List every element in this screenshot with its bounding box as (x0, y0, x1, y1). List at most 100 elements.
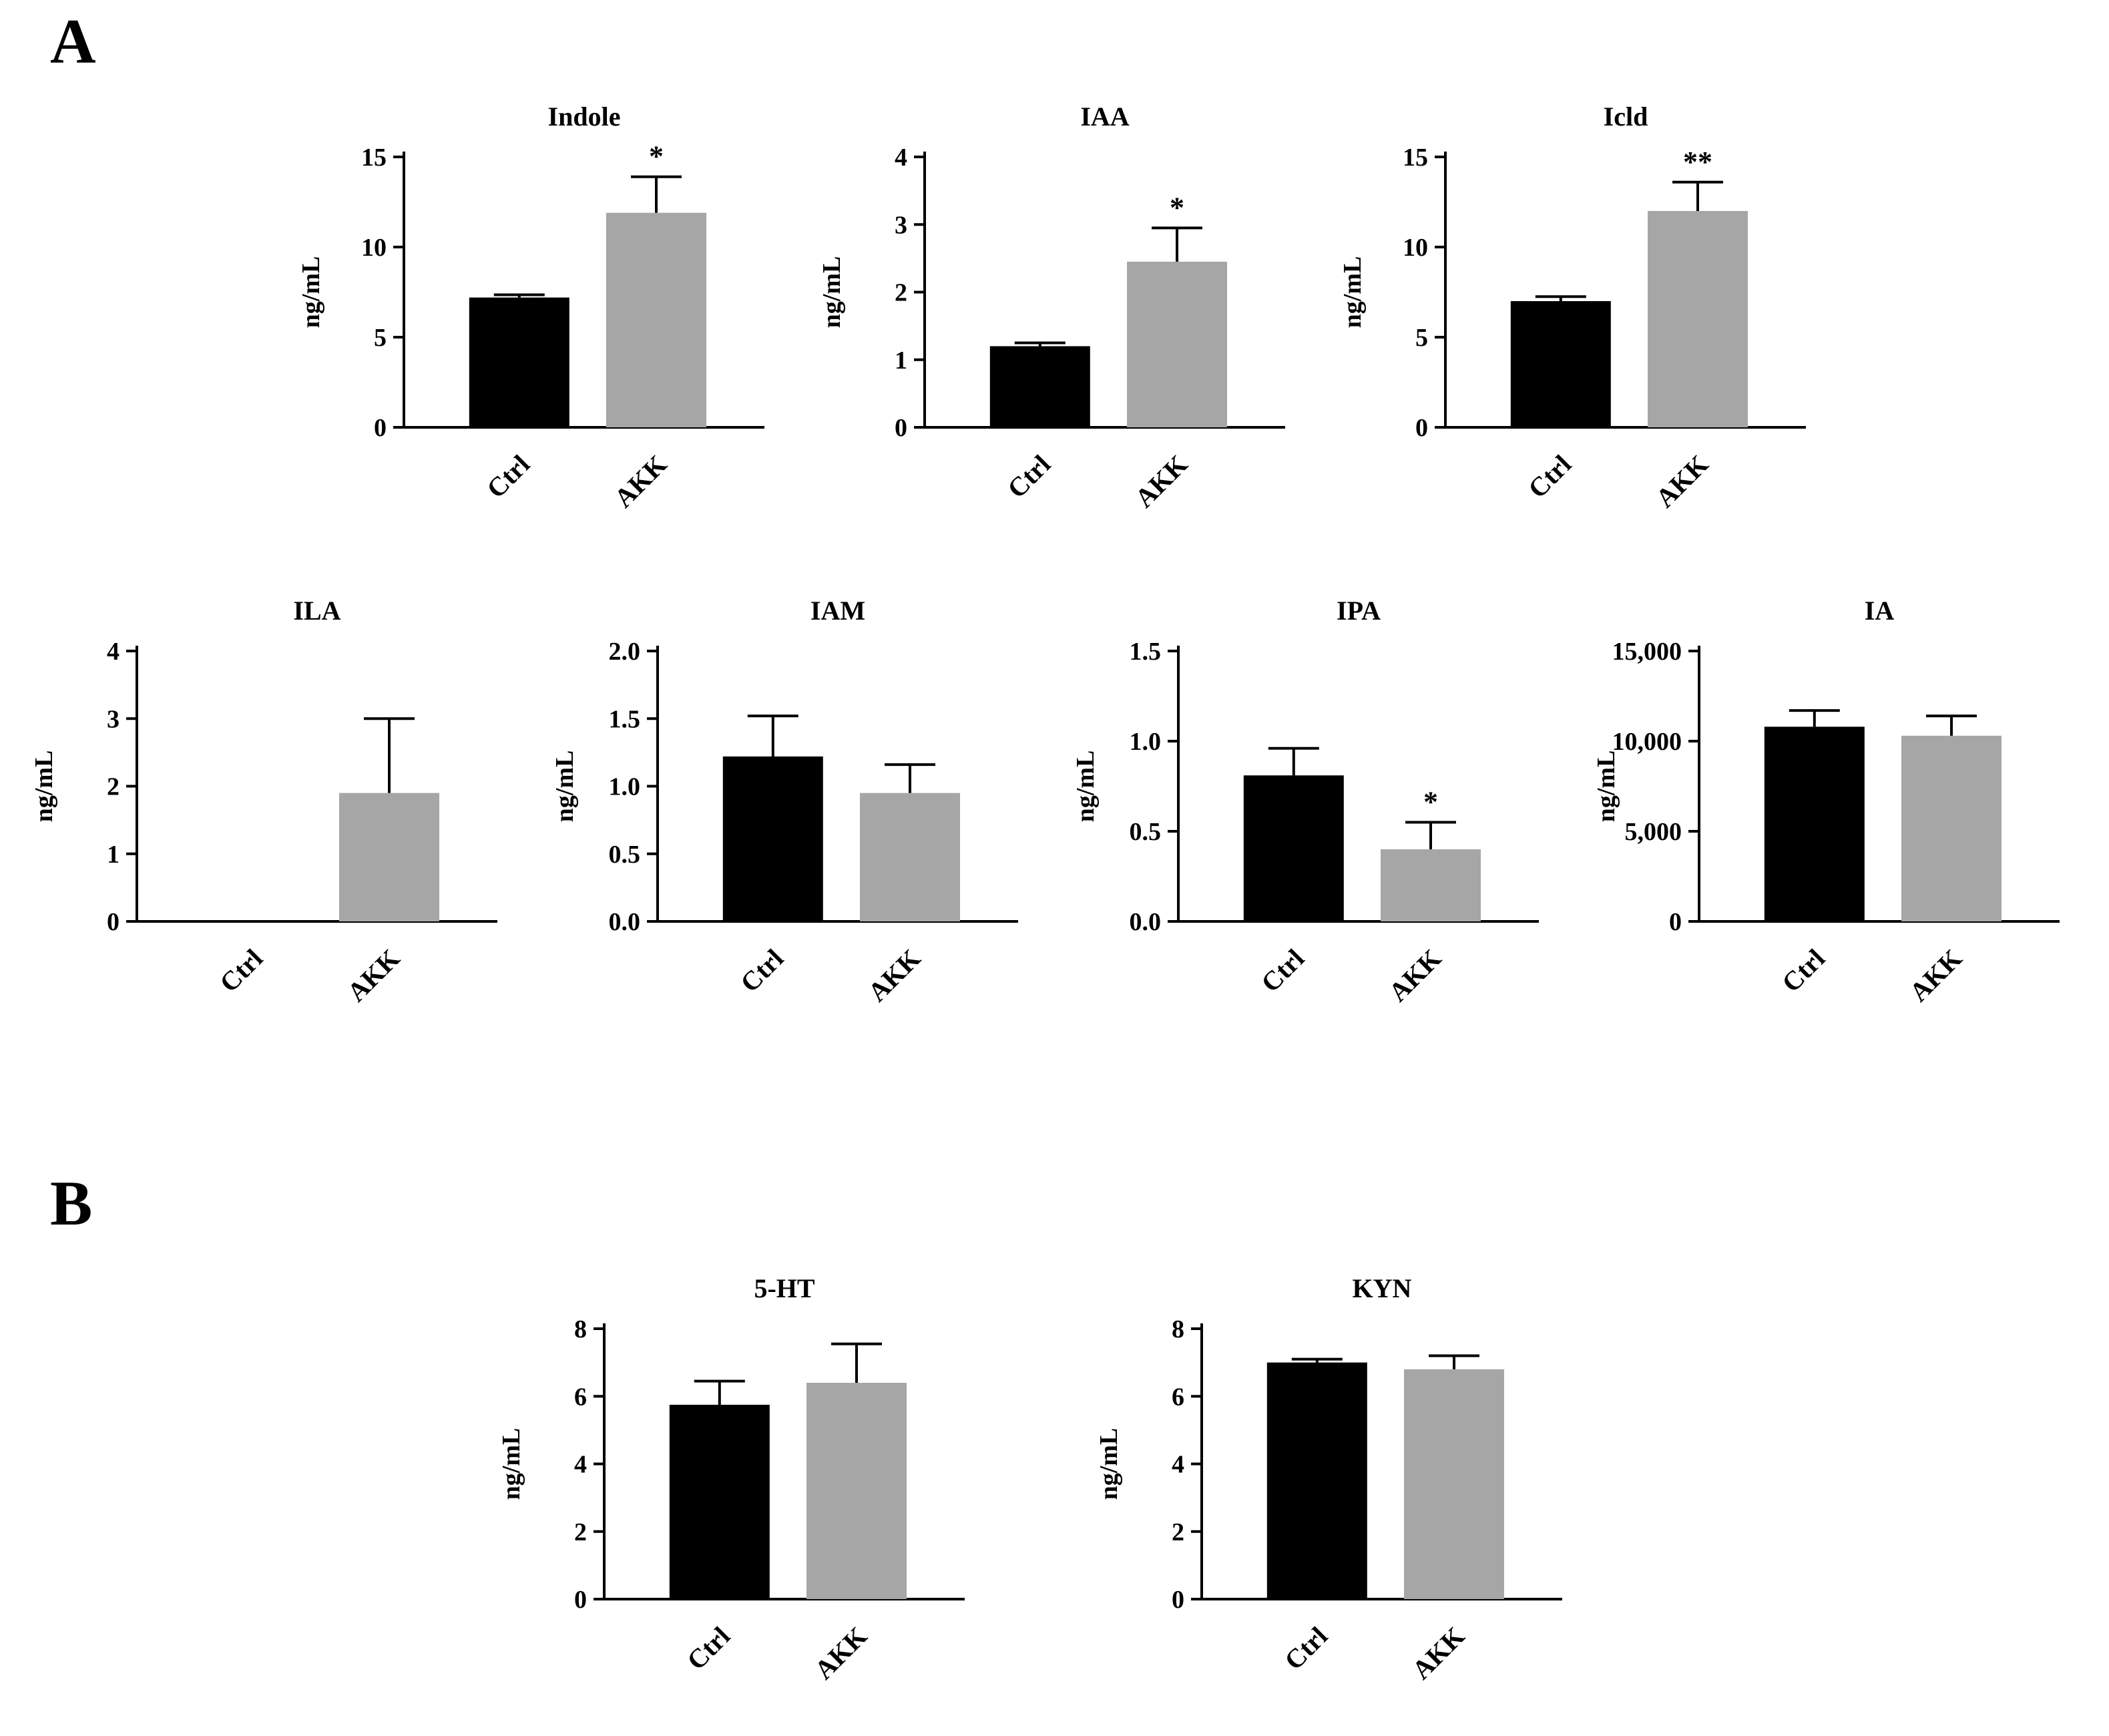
y-tick-label: 0 (1669, 908, 1682, 936)
y-axis-label: ng/mL (1592, 750, 1620, 823)
y-axis-label: ng/mL (1095, 1428, 1123, 1500)
chart-title: IAA (1080, 101, 1129, 132)
x-tick-label-akk: AKK (1903, 943, 1967, 1008)
chart-canvas: IA ng/mL 0 5,000 10,000 15,000 Ctrl AKK (1592, 596, 2060, 1008)
chart-iam: IAM ng/mL 0.0 0.5 1.0 1.5 2.0 Ctrl AKK (521, 588, 1041, 1055)
x-tick-label-ctrl: Ctrl (1001, 449, 1056, 504)
x-tick-label-ctrl: Ctrl (1776, 943, 1831, 998)
chart-indole: Indole ng/mL 0 5 10 15 Ctrl AKK * (267, 93, 788, 561)
x-tick-label-ctrl: Ctrl (1522, 449, 1577, 504)
y-tick-label: 10,000 (1612, 728, 1682, 756)
y-tick-label: 8 (574, 1315, 587, 1343)
x-tick-label-akk: AKK (1406, 1621, 1470, 1685)
y-tick-label: 0 (1415, 414, 1428, 442)
y-tick-label: 15 (1403, 144, 1428, 172)
x-tick-label-akk: AKK (862, 943, 926, 1008)
y-tick-label: 0 (574, 1586, 587, 1614)
chart-title: Indole (548, 101, 621, 132)
chart-title: 5-HT (754, 1273, 814, 1303)
significance-label: * (1423, 786, 1438, 819)
chart-canvas: IAM ng/mL 0.0 0.5 1.0 1.5 2.0 Ctrl AKK (551, 596, 1018, 1008)
y-axis-label: ng/mL (497, 1428, 525, 1500)
y-tick-label: 0.0 (1130, 908, 1162, 936)
x-tick-label-ctrl: Ctrl (1255, 943, 1310, 998)
y-tick-label: 0 (1172, 1586, 1184, 1614)
bar-akk (1901, 735, 2002, 921)
chart-ipa: IPA ng/mL 0.0 0.5 1.0 1.5 Ctrl AKK * (1041, 588, 1562, 1055)
x-tick-label-ctrl: Ctrl (681, 1621, 736, 1676)
bar-akk (606, 212, 706, 427)
x-tick-label-akk: AKK (608, 449, 672, 513)
chart-5ht: 5-HT ng/mL 0 2 4 6 8 Ctrl AKK (467, 1265, 988, 1733)
y-axis-label: ng/mL (297, 256, 325, 329)
chart-canvas: KYN ng/mL 0 2 4 6 8 Ctrl AKK (1095, 1273, 1562, 1685)
bar-akk (339, 793, 439, 921)
figure: A Indole ng/mL 0 5 10 15 Ctrl AKK * IAA ng/mL 0 1 2 3… (0, 9, 2083, 1685)
significance-label: * (649, 140, 664, 173)
bar-ctrl (1764, 726, 1865, 921)
bar-ctrl (669, 1404, 770, 1599)
chart-canvas: ILA ng/mL 0 1 2 3 4 Ctrl AKK (30, 596, 497, 1008)
y-tick-label: 2 (895, 279, 907, 307)
y-tick-label: 4 (1172, 1451, 1184, 1479)
chart-title: IA (1865, 596, 1895, 626)
chart-title: Icld (1604, 101, 1648, 132)
x-tick-label-akk: AKK (1129, 449, 1193, 513)
bar-akk (860, 793, 960, 921)
chart-canvas: Indole ng/mL 0 5 10 15 Ctrl AKK * (297, 101, 764, 513)
bar-akk (806, 1383, 907, 1599)
y-tick-label: 3 (895, 211, 907, 239)
x-tick-label-akk: AKK (1383, 943, 1447, 1008)
chart-canvas: Icld ng/mL 0 5 10 15 Ctrl AKK ** (1339, 101, 1806, 513)
chart-canvas: 5-HT ng/mL 0 2 4 6 8 Ctrl AKK (497, 1273, 965, 1685)
bar-ctrl (1510, 301, 1611, 427)
chart-title: IPA (1337, 596, 1381, 626)
y-tick-label: 8 (1172, 1315, 1184, 1343)
y-tick-label: 1.5 (609, 705, 641, 733)
y-tick-label: 2 (574, 1518, 587, 1546)
y-tick-label: 0 (895, 414, 907, 442)
bar-ctrl (1243, 775, 1344, 921)
y-tick-label: 5 (374, 324, 387, 352)
panel-a-row-2: ILA ng/mL 0 1 2 3 4 Ctrl AKK IAM ng/mL 0.0 0.5 1.0 1.… (0, 588, 2083, 1055)
x-tick-label-ctrl: Ctrl (1278, 1621, 1333, 1676)
y-tick-label: 0.0 (609, 908, 641, 936)
y-tick-label: 6 (574, 1383, 587, 1411)
x-tick-label-akk: AKK (808, 1621, 873, 1685)
chart-kyn: KYN ng/mL 0 2 4 6 8 Ctrl AKK (1065, 1265, 1586, 1733)
y-tick-label: 2 (107, 773, 120, 801)
bar-akk (1127, 261, 1227, 427)
y-axis-label: ng/mL (1072, 750, 1100, 823)
panel-a-row-1: Indole ng/mL 0 5 10 15 Ctrl AKK * IAA ng/mL 0 1 2 3 4 C… (267, 93, 1829, 561)
y-tick-label: 1.0 (609, 773, 641, 801)
y-tick-label: 1.0 (1130, 728, 1162, 756)
y-tick-label: 10 (361, 234, 387, 262)
y-tick-label: 1.5 (1130, 638, 1162, 666)
y-tick-label: 4 (895, 144, 907, 172)
bar-akk (1381, 849, 1481, 921)
bar-ctrl (1266, 1362, 1367, 1599)
bar-ctrl (722, 756, 823, 921)
y-axis-label: ng/mL (818, 256, 846, 329)
chart-ila: ILA ng/mL 0 1 2 3 4 Ctrl AKK (0, 588, 521, 1055)
y-tick-label: 3 (107, 705, 120, 733)
panel-b-row: 5-HT ng/mL 0 2 4 6 8 Ctrl AKK KYN ng/mL 0 2 4 6 8 Ctrl A… (467, 1265, 1586, 1733)
y-axis-label: ng/mL (30, 750, 58, 823)
x-tick-label-akk: AKK (1650, 449, 1714, 513)
chart-title: ILA (293, 596, 340, 626)
significance-label: * (1170, 191, 1184, 224)
chart-icld: Icld ng/mL 0 5 10 15 Ctrl AKK ** (1309, 93, 1829, 561)
y-tick-label: 0 (107, 908, 120, 936)
y-tick-label: 15,000 (1612, 638, 1682, 666)
y-tick-label: 1 (895, 347, 907, 375)
bar-ctrl (469, 297, 569, 427)
x-tick-label-ctrl: Ctrl (481, 449, 535, 504)
y-tick-label: 0 (374, 414, 387, 442)
y-tick-label: 4 (107, 638, 120, 666)
y-tick-label: 5 (1415, 324, 1428, 352)
chart-canvas: IAA ng/mL 0 1 2 3 4 Ctrl AKK * (818, 101, 1285, 513)
y-axis-label: ng/mL (1339, 256, 1367, 329)
y-tick-label: 2 (1172, 1518, 1184, 1546)
bar-akk (1648, 211, 1748, 427)
x-tick-label-ctrl: Ctrl (214, 943, 268, 998)
